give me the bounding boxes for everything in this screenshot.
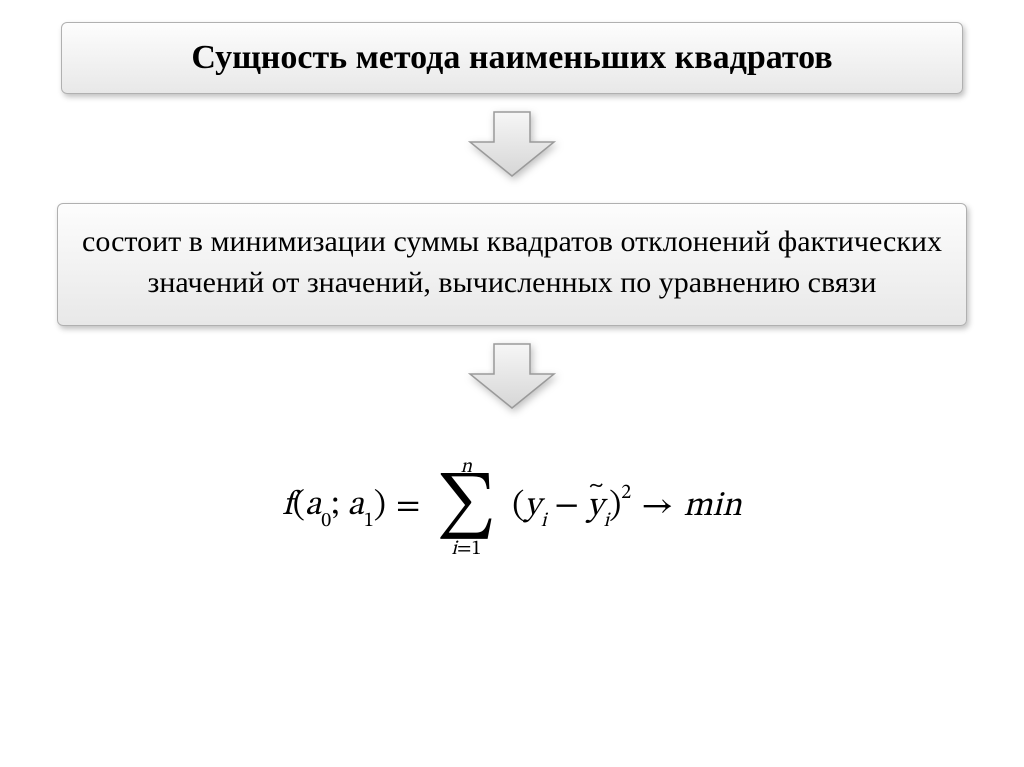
min-text: min xyxy=(683,486,741,529)
arrow-1 xyxy=(464,108,560,185)
semicolon: ; xyxy=(331,489,339,523)
equals-sign: = xyxy=(396,486,420,529)
title-text: Сущность метода наименьших квадратов xyxy=(191,39,832,76)
formula-term: (yi − yi)2 xyxy=(512,485,631,530)
arg1-base: a xyxy=(347,489,363,523)
minus-sign: − xyxy=(555,490,579,524)
y-sub: i xyxy=(541,511,547,531)
func-f: f xyxy=(282,489,292,523)
open-paren: ( xyxy=(293,489,305,523)
ytilde-base: y xyxy=(587,486,603,529)
sigma-block: n ∑ i=1 xyxy=(436,457,496,559)
sigma-symbol: ∑ xyxy=(436,479,496,537)
description-text: состоит в минимизации суммы квадратов от… xyxy=(82,225,942,299)
arg1-sub: 1 xyxy=(364,511,374,531)
open-paren-2: ( xyxy=(512,490,524,524)
down-arrow-icon xyxy=(464,340,560,412)
formula: f(a0; a1) = n ∑ i=1 (yi − yi)2 → min xyxy=(282,457,741,559)
title-box: Сущность метода наименьших квадратов xyxy=(61,22,963,94)
close-paren: ) xyxy=(374,489,386,523)
y-base: y xyxy=(524,490,540,524)
arrow-to: → xyxy=(641,486,673,529)
exponent: 2 xyxy=(621,483,631,503)
sigma-lower: i=1 xyxy=(451,539,481,559)
formula-lhs: f(a0; a1) xyxy=(282,485,386,530)
description-box: состоит в минимизации суммы квадратов от… xyxy=(57,203,967,326)
ytilde-sub: i xyxy=(603,511,609,531)
close-paren-2: ) xyxy=(609,490,621,524)
sigma-upper: n xyxy=(461,457,473,477)
down-arrow-icon xyxy=(464,108,560,180)
arg0-base: a xyxy=(305,489,321,523)
arrow-2 xyxy=(464,340,560,417)
arg0-sub: 0 xyxy=(321,511,331,531)
